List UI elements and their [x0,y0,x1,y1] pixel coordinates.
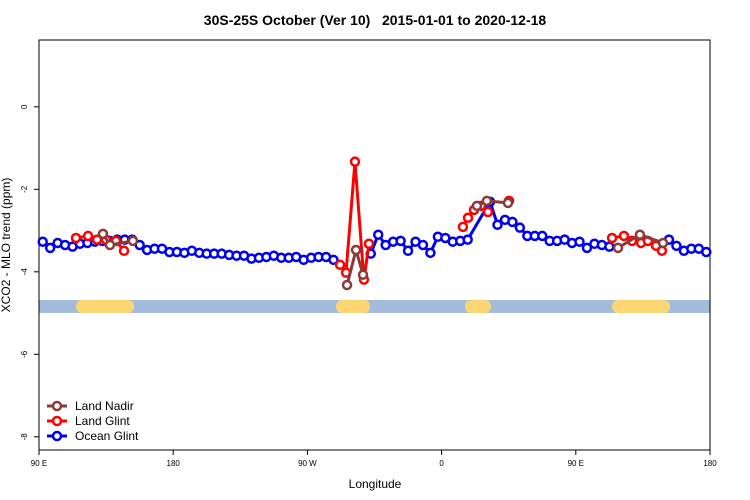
y-tick-label: -2 [20,185,29,193]
data-point [334,259,346,271]
legend-label: Land Glint [75,414,130,428]
data-point [37,236,48,247]
data-point [462,212,474,224]
x-tick-label: 90 W [298,459,317,468]
x-axis-label: Longitude [349,477,402,491]
data-point [363,238,375,250]
data-point [127,235,139,247]
x-tick-label: 180 [703,459,717,468]
data-point [657,237,669,249]
data-point [492,219,503,231]
data-point [97,228,109,240]
data-point [471,200,483,212]
data-point [70,232,82,244]
chart-title: 30S-25S October (Ver 10) 2015-01-01 to 2… [204,12,547,28]
land-band [612,300,670,313]
data-point [537,230,548,242]
legend-label: Ocean Glint [75,429,139,443]
legend-marker [51,415,63,427]
data-point [462,234,473,245]
data-point [634,229,646,240]
x-tick-label: 180 [167,459,181,468]
y-axis-label: XCO2 - MLO trend (ppm) [0,178,13,313]
data-point [481,195,493,207]
data-point [82,230,94,242]
y-tick-label: -8 [20,433,29,441]
data-point [118,245,130,257]
data-point [349,156,361,167]
x-tick-label: 90 E [568,459,584,468]
land-band [336,300,370,313]
data-point [514,222,526,233]
data-point [612,242,624,254]
data-point [44,242,56,254]
data-point [372,229,384,240]
land-band [465,300,491,313]
data-point [618,230,630,242]
y-tick-label: 0 [20,104,29,109]
land-band [76,300,134,313]
data-point [581,242,593,254]
data-point [574,236,585,247]
data-point [328,254,339,266]
data-point [395,235,406,247]
data-point [417,239,429,251]
x-tick-label: 90 E [31,459,47,468]
data-point [604,241,615,252]
ocean-band [39,300,710,313]
data-point [104,239,116,251]
data-point [341,279,353,291]
data-point [606,232,618,244]
data-point [350,244,362,256]
y-tick-label: -6 [20,350,29,358]
legend-label: Land Nadir [75,399,134,413]
data-point [357,269,369,280]
data-point [402,245,414,257]
data-point [507,216,518,228]
data-point [671,240,682,252]
data-point [425,247,436,259]
y-tick-label: -4 [20,268,29,276]
data-point [482,206,494,218]
legend-marker [51,400,63,412]
surface-band [39,300,710,313]
data-point [701,246,712,258]
x-tick-label: 0 [439,459,444,468]
data-point [502,197,514,209]
data-point [457,221,469,233]
legend-marker [51,430,63,442]
